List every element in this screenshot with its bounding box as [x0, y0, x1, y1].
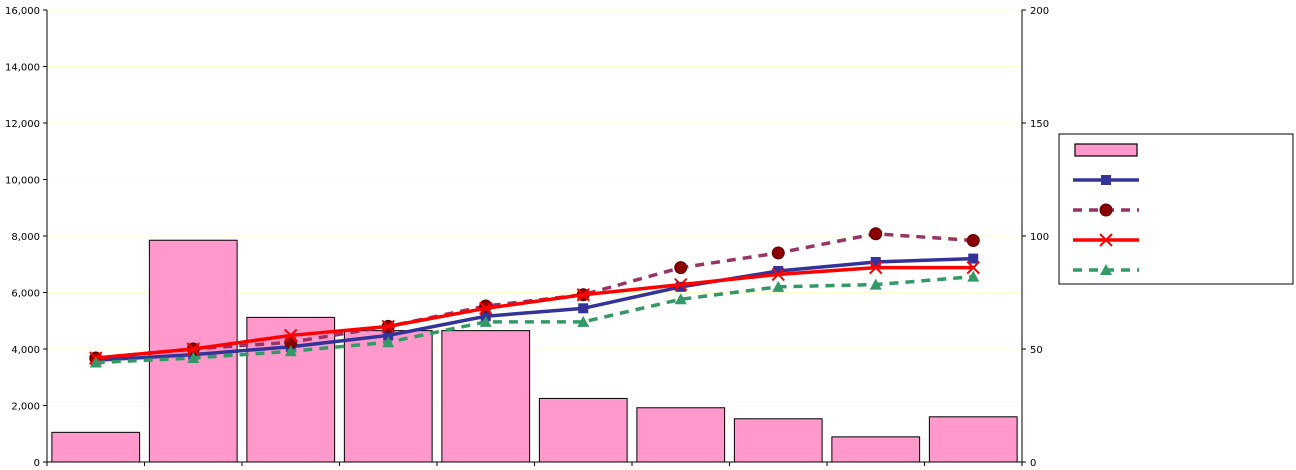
- series-line: [95, 256, 974, 363]
- axes: 0 2,000 4,000 6,000 8,000 10,000 12,000 14,000 1…: [5, 6, 1049, 469]
- marker-square: [383, 330, 394, 341]
- marker-x: [284, 328, 298, 343]
- y2-tick-label: 100: [1030, 232, 1049, 243]
- marker-square: [675, 281, 686, 292]
- marker-triangle: [772, 280, 785, 292]
- y-tick-label: 4,000: [11, 345, 40, 356]
- marker-triangle: [89, 356, 102, 368]
- bar: [441, 330, 531, 463]
- marker-x: [771, 267, 785, 282]
- y-tick-label: 0: [34, 458, 40, 469]
- y-tick-label: 14,000: [5, 63, 40, 74]
- marker-triangle: [577, 315, 590, 327]
- bar: [538, 397, 628, 463]
- marker-square: [773, 266, 784, 277]
- marker-triangle: [382, 336, 395, 348]
- marker-x: [1099, 233, 1113, 247]
- marker-triangle: [479, 315, 492, 327]
- y-tick-label: 12,000: [5, 119, 40, 130]
- bar: [831, 436, 921, 463]
- marker-x: [674, 277, 688, 292]
- y2-tick-label: 0: [1030, 458, 1036, 469]
- marker-circle: [869, 227, 883, 241]
- y2-tick-label: 200: [1030, 6, 1049, 17]
- y-tick-label: 16,000: [5, 6, 40, 17]
- bar: [733, 418, 823, 463]
- marker-triangle: [1100, 264, 1112, 275]
- series-line: [95, 265, 974, 360]
- bar: [636, 407, 726, 463]
- legend: [1058, 133, 1294, 285]
- y-tick-label: 10,000: [5, 176, 40, 187]
- marker-triangle: [674, 293, 687, 305]
- bar: [51, 431, 141, 463]
- marker-square: [578, 303, 589, 314]
- series-line: [95, 274, 974, 365]
- marker-x: [186, 342, 200, 356]
- bar: [343, 330, 433, 463]
- y-tick-label: 2,000: [11, 402, 40, 413]
- marker-triangle: [187, 352, 200, 364]
- y2-tick-label: 150: [1030, 119, 1049, 130]
- y2-tick-label: 50: [1030, 345, 1043, 356]
- line-series: [89, 227, 980, 368]
- marker-circle: [771, 246, 785, 260]
- marker-triangle: [284, 345, 297, 357]
- bar: [928, 416, 1018, 463]
- marker-square: [1101, 175, 1111, 185]
- y-tick-label: 6,000: [11, 289, 40, 300]
- marker-triangle: [967, 270, 980, 282]
- marker-square: [870, 256, 881, 267]
- marker-circle: [1099, 203, 1113, 217]
- legend-swatch-bar: [1074, 143, 1138, 157]
- marker-x: [479, 301, 493, 316]
- marker-x: [381, 319, 395, 334]
- y-tick-label: 8,000: [11, 232, 40, 243]
- marker-triangle: [869, 278, 882, 290]
- marker-x: [869, 260, 883, 275]
- marker-x: [576, 288, 590, 302]
- marker-x: [966, 260, 980, 275]
- marker-square: [968, 253, 979, 264]
- marker-circle: [674, 261, 688, 275]
- marker-circle: [966, 234, 980, 248]
- series-line: [95, 231, 974, 360]
